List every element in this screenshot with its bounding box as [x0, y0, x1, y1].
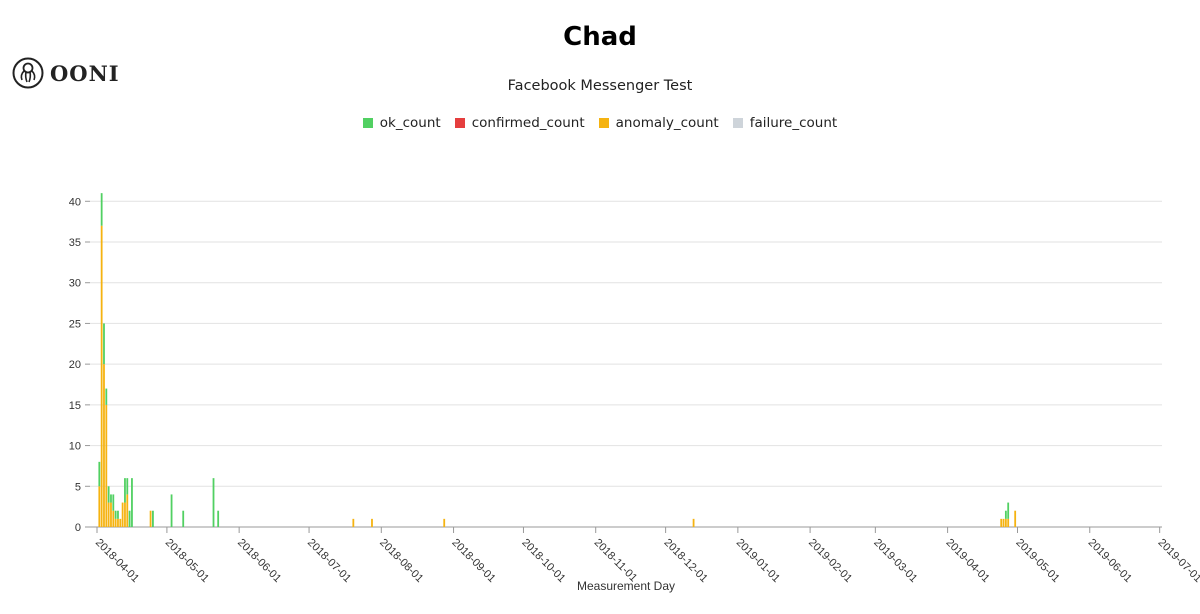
- bar-anomaly[interactable]: [1014, 510, 1017, 527]
- bar-anomaly[interactable]: [121, 502, 124, 527]
- ooni-logo[interactable]: OONI: [12, 57, 120, 89]
- octopus-icon: [12, 57, 44, 89]
- legend-swatch-confirmed: [454, 118, 465, 128]
- legend-item-anomaly[interactable]: anomaly_count: [598, 115, 719, 131]
- x-tick-label: 2018-07-01: [305, 537, 353, 585]
- bar-ok[interactable]: [112, 494, 115, 511]
- bar-ok[interactable]: [217, 510, 220, 527]
- bar-ok[interactable]: [170, 494, 173, 527]
- bar-ok[interactable]: [128, 510, 131, 527]
- bar-anomaly[interactable]: [119, 518, 122, 527]
- x-tick-label: 2019-03-01: [871, 537, 919, 585]
- bar-anomaly[interactable]: [105, 404, 108, 527]
- chart-title: Chad: [563, 22, 637, 52]
- bar-anomaly[interactable]: [124, 502, 126, 527]
- x-tick-label: 2018-05-01: [163, 537, 211, 585]
- bar-anomaly[interactable]: [126, 494, 129, 527]
- grid: [90, 200, 1162, 528]
- bar-ok[interactable]: [117, 510, 119, 519]
- bars: [98, 193, 1017, 527]
- bar-ok[interactable]: [126, 478, 129, 495]
- bar-ok[interactable]: [110, 494, 112, 503]
- x-tick-label: 2018-08-01: [377, 537, 425, 585]
- bar-ok[interactable]: [182, 510, 185, 527]
- chart-subtitle: Facebook Messenger Test: [507, 78, 693, 94]
- logo-text: OONI: [50, 60, 120, 86]
- bar-anomaly[interactable]: [117, 518, 119, 527]
- x-tick-label: 2019-07-01: [1156, 537, 1200, 585]
- bar-ok[interactable]: [124, 478, 126, 503]
- legend-label-anomaly: anomaly_count: [615, 115, 719, 131]
- y-tick-label: 35: [69, 237, 81, 249]
- bar-ok[interactable]: [131, 478, 133, 527]
- bar-ok[interactable]: [100, 193, 103, 226]
- legend: ok_count confirmed_count anomaly_count f…: [0, 115, 1200, 131]
- bar-anomaly[interactable]: [149, 510, 152, 527]
- x-tick-label: 2018-04-01: [93, 537, 141, 585]
- bar-anomaly[interactable]: [1004, 518, 1007, 527]
- legend-swatch-ok: [362, 118, 373, 128]
- legend-item-confirmed[interactable]: confirmed_count: [454, 115, 585, 131]
- bar-anomaly[interactable]: [100, 225, 103, 527]
- x-tick-label: 2019-06-01: [1086, 537, 1134, 585]
- legend-item-failure[interactable]: failure_count: [732, 115, 838, 131]
- bar-anomaly[interactable]: [112, 510, 115, 527]
- legend-swatch-failure: [732, 118, 743, 128]
- x-tick-label: 2018-06-01: [235, 537, 283, 585]
- legend-swatch-anomaly: [598, 118, 609, 128]
- y-tick-label: 30: [69, 278, 81, 290]
- bar-ok[interactable]: [105, 388, 108, 405]
- y-tick-label: 20: [69, 359, 81, 371]
- bar-ok[interactable]: [152, 510, 154, 527]
- bar-ok[interactable]: [107, 486, 110, 503]
- bar-anomaly[interactable]: [1002, 518, 1005, 527]
- x-tick-label: 2018-09-01: [449, 537, 497, 585]
- bar-ok[interactable]: [103, 323, 105, 365]
- y-tick-label: 40: [69, 196, 81, 208]
- bar-anomaly[interactable]: [1007, 518, 1010, 527]
- bar-anomaly[interactable]: [443, 518, 446, 527]
- bar-anomaly[interactable]: [1000, 518, 1003, 527]
- bar-anomaly[interactable]: [103, 364, 105, 527]
- bar-anomaly[interactable]: [114, 518, 117, 527]
- bar-ok[interactable]: [212, 478, 215, 527]
- bar-ok[interactable]: [1007, 502, 1010, 519]
- x-tick-label: 2018-12-01: [661, 537, 709, 585]
- legend-label-confirmed: confirmed_count: [471, 115, 585, 131]
- bar-anomaly[interactable]: [352, 518, 355, 527]
- legend-item-ok[interactable]: ok_count: [362, 115, 441, 131]
- y-tick-label: 15: [69, 400, 81, 412]
- x-tick-label: 2019-02-01: [806, 537, 854, 585]
- bar-ok[interactable]: [1004, 510, 1007, 519]
- bar-anomaly[interactable]: [692, 518, 695, 527]
- legend-label-failure: failure_count: [749, 115, 838, 131]
- bar-anomaly[interactable]: [107, 502, 110, 527]
- bar-anomaly[interactable]: [98, 486, 101, 527]
- y-tick-label: 10: [69, 441, 81, 453]
- x-tick-label: 2019-04-01: [943, 537, 991, 585]
- bar-anomaly[interactable]: [371, 518, 373, 527]
- bar-ok[interactable]: [114, 510, 117, 519]
- y-tick-label: 0: [75, 522, 81, 534]
- x-axis-label: Measurement Day: [577, 579, 675, 593]
- y-tick-label: 25: [69, 318, 81, 330]
- y-tick-label: 5: [75, 481, 81, 493]
- legend-label-ok: ok_count: [379, 115, 441, 131]
- x-tick-label: 2019-05-01: [1013, 537, 1061, 585]
- x-tick-label: 2019-01-01: [734, 537, 782, 585]
- x-tick-label: 2018-10-01: [519, 537, 567, 585]
- x-tick-label: 2018-11-01: [592, 537, 640, 585]
- bar-anomaly[interactable]: [110, 502, 112, 527]
- bar-ok[interactable]: [98, 461, 101, 487]
